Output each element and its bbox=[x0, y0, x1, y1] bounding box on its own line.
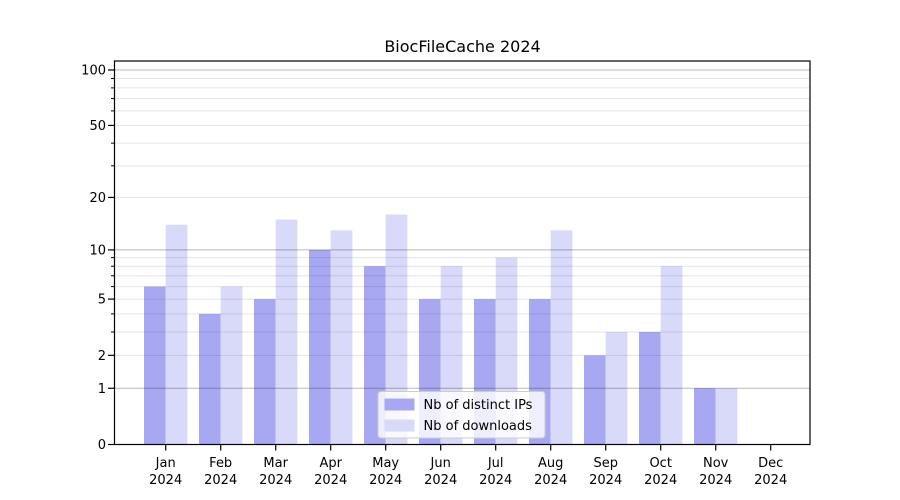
x-axis-tick-label-year: 2024 bbox=[314, 473, 347, 488]
y-axis-tick-label: 100 bbox=[81, 63, 106, 78]
legend-swatch-nb-of-distinct-ips bbox=[384, 398, 415, 411]
bar-nb-of-downloads-oct bbox=[660, 266, 683, 445]
x-axis-tick-label-month: Sep bbox=[593, 456, 618, 471]
x-axis-tick-label-year: 2024 bbox=[534, 473, 567, 488]
bar-nb-of-downloads-sep bbox=[605, 332, 628, 445]
y-axis-tick-label: 5 bbox=[98, 293, 106, 308]
bar-nb-of-downloads-apr bbox=[330, 230, 353, 445]
legend: Nb of distinct IPs Nb of downloads bbox=[377, 391, 546, 439]
x-axis-tick-label-month: Dec bbox=[758, 456, 783, 471]
y-axis-tick-label: 2 bbox=[98, 349, 106, 364]
bar-nb-of-distinct-ips-mar bbox=[254, 299, 276, 445]
y-axis-tick-label: 50 bbox=[89, 119, 106, 134]
bar-nb-of-distinct-ips-apr bbox=[309, 249, 331, 445]
bar-nb-of-distinct-ips-oct bbox=[639, 332, 661, 445]
bar-nb-of-downloads-jan bbox=[165, 224, 188, 445]
y-axis-tick-label: 1 bbox=[98, 382, 106, 397]
bar-nb-of-downloads-mar bbox=[275, 219, 298, 445]
x-axis-tick-label-month: Apr bbox=[319, 456, 342, 471]
x-axis-tick-label-month: Jul bbox=[487, 456, 504, 471]
y-axis-tick-label: 10 bbox=[89, 243, 106, 258]
bar-nb-of-distinct-ips-sep bbox=[584, 355, 606, 445]
bar-nb-of-downloads-may bbox=[385, 214, 408, 445]
x-axis-tick-label-month: Feb bbox=[209, 456, 232, 471]
legend-swatch-nb-of-downloads bbox=[384, 419, 415, 432]
x-axis-tick-label-month: Oct bbox=[649, 456, 671, 471]
x-axis-tick-label-year: 2024 bbox=[479, 473, 512, 488]
x-axis-tick-label-month: Aug bbox=[538, 456, 563, 471]
x-axis-tick-label-month: May bbox=[372, 456, 399, 471]
x-axis-tick-label-year: 2024 bbox=[589, 473, 622, 488]
bar-nb-of-distinct-ips-jan bbox=[144, 286, 166, 445]
x-axis-tick-label-year: 2024 bbox=[259, 473, 292, 488]
x-axis-tick-label-year: 2024 bbox=[204, 473, 237, 488]
x-axis-tick-label-year: 2024 bbox=[754, 473, 787, 488]
legend-label-nb-of-distinct-ips: Nb of distinct IPs bbox=[424, 398, 533, 413]
legend-label-nb-of-downloads: Nb of downloads bbox=[424, 419, 533, 434]
x-axis-tick-label-month: Jan bbox=[155, 456, 176, 471]
x-axis-tick-label-year: 2024 bbox=[424, 473, 457, 488]
x-axis-tick-label-year: 2024 bbox=[149, 473, 182, 488]
plot-border bbox=[113, 60, 811, 446]
y-axis-tick-label: 0 bbox=[98, 438, 106, 453]
x-axis-tick-label-year: 2024 bbox=[369, 473, 402, 488]
x-axis-tick-label-year: 2024 bbox=[699, 473, 732, 488]
y-axis-tick-label: 20 bbox=[89, 191, 106, 206]
x-axis-tick-label-year: 2024 bbox=[644, 473, 677, 488]
bar-nb-of-downloads-aug bbox=[550, 230, 573, 445]
bar-nb-of-downloads-nov bbox=[715, 388, 738, 445]
x-axis-tick-label-month: Jun bbox=[430, 456, 451, 471]
bar-nb-of-downloads-feb bbox=[220, 286, 243, 445]
x-axis-tick-label-month: Mar bbox=[263, 456, 288, 471]
series-nb-of-downloads bbox=[165, 214, 738, 445]
chart-title: BiocFileCache 2024 bbox=[384, 37, 540, 56]
x-axis-tick-label-month: Nov bbox=[703, 456, 729, 471]
legend-box bbox=[377, 391, 546, 439]
bar-nb-of-distinct-ips-feb bbox=[199, 313, 221, 445]
bar-nb-of-distinct-ips-nov bbox=[694, 388, 716, 445]
